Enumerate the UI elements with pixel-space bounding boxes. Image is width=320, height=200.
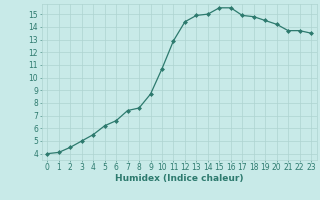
X-axis label: Humidex (Indice chaleur): Humidex (Indice chaleur) (115, 174, 244, 183)
